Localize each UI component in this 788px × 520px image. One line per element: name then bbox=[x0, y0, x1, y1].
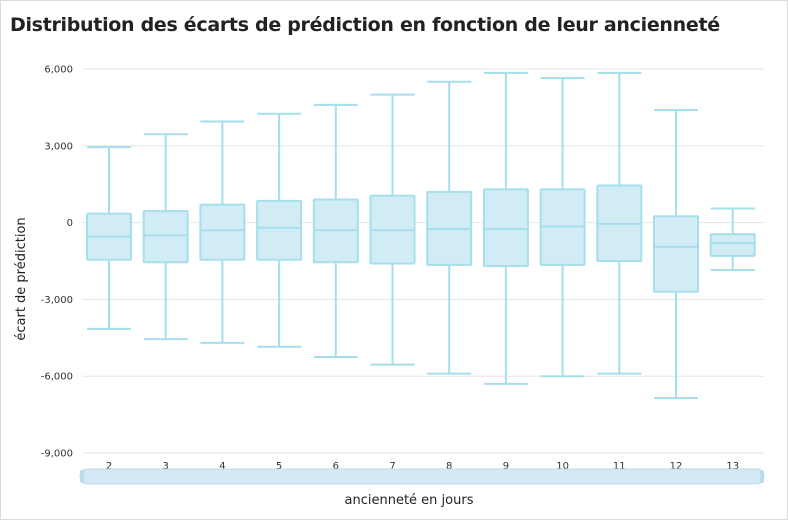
x-tick-label: 13 bbox=[726, 461, 739, 472]
box-plot-item bbox=[142, 133, 189, 341]
grid-lines bbox=[82, 68, 764, 454]
box-plot-item bbox=[709, 207, 756, 271]
box-plot-item bbox=[199, 120, 246, 344]
y-tick-label: 0 bbox=[67, 218, 73, 229]
iqr-box bbox=[142, 210, 189, 264]
box-plot-item bbox=[653, 108, 699, 399]
iqr-box bbox=[256, 199, 303, 261]
x-scrollbar-left-handle[interactable] bbox=[80, 470, 84, 483]
x-axis-label: ancienneté en jours bbox=[345, 493, 474, 508]
x-tick-label: 9 bbox=[503, 461, 509, 472]
y-tick-label: -9,000 bbox=[41, 449, 73, 460]
x-tick-label: 6 bbox=[333, 461, 339, 472]
y-tick-label: 6,000 bbox=[44, 65, 73, 76]
box-plot-item bbox=[86, 146, 132, 330]
y-tick-label: -3,000 bbox=[41, 295, 73, 306]
iqr-box bbox=[482, 188, 529, 268]
x-tick-label: 8 bbox=[446, 461, 452, 472]
x-tick-label: 3 bbox=[163, 461, 169, 472]
box-plot-item bbox=[596, 71, 643, 375]
box-plot-item bbox=[426, 80, 473, 375]
x-tick-label: 7 bbox=[389, 461, 395, 472]
chart-title: Distribution des écarts de prédiction en… bbox=[10, 14, 720, 36]
x-tick-label: 12 bbox=[670, 461, 683, 472]
y-tick-label: -6,000 bbox=[41, 372, 73, 383]
x-tick-label: 11 bbox=[613, 461, 626, 472]
iqr-box bbox=[709, 233, 756, 257]
y-tick-labels: 6,000 3,000 0 -3,000 -6,000 -9,000 bbox=[41, 65, 73, 460]
x-scrollbar[interactable] bbox=[79, 468, 765, 485]
iqr-box bbox=[653, 215, 699, 293]
box-plot-item bbox=[369, 93, 416, 366]
box-plot-item bbox=[482, 71, 529, 385]
x-scrollbar-right-handle[interactable] bbox=[760, 470, 764, 483]
x-tick-label: 2 bbox=[106, 461, 112, 472]
box-series bbox=[86, 71, 756, 399]
box-plot-item bbox=[539, 76, 586, 378]
x-tick-label: 5 bbox=[276, 461, 282, 472]
box-plot-item bbox=[256, 112, 303, 348]
iqr-box bbox=[199, 203, 246, 261]
x-tick-label: 4 bbox=[219, 461, 225, 472]
x-tick-labels: 2 3 4 5 6 7 8 9 10 11 12 13 bbox=[106, 461, 739, 472]
x-tick-label: 10 bbox=[556, 461, 569, 472]
y-tick-label: 3,000 bbox=[44, 141, 73, 152]
y-axis-label: écart de prédiction bbox=[14, 217, 29, 340]
box-plot-item bbox=[312, 103, 359, 358]
